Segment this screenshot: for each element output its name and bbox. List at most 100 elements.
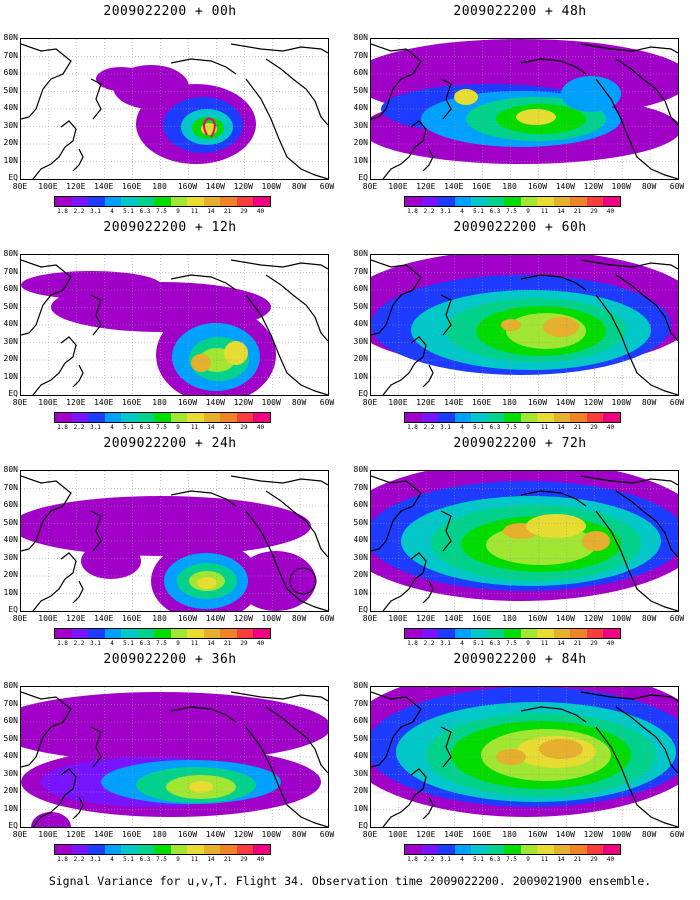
colorbar-swatch	[88, 413, 105, 422]
longitude-axis: 80E 100E 120E 140E 160E 180 160W 140W 120W 100W 80…	[363, 614, 686, 624]
longitude-label: 60W	[319, 182, 335, 191]
panel-title: 2009022200 + 24h	[103, 436, 237, 451]
colorbar-label: 21	[573, 640, 582, 647]
coastline	[170, 58, 237, 75]
longitude-label: 80E	[12, 830, 28, 839]
colorbar-swatch	[236, 413, 253, 422]
colorbar-swatch	[170, 845, 187, 854]
colorbar-swatch	[570, 845, 587, 854]
variance-contour	[96, 67, 146, 91]
coastline	[21, 691, 72, 768]
latitude-label: 10N	[3, 371, 18, 381]
panel-title: 2009022200 + 00h	[103, 4, 237, 19]
latitude-label: 70N	[353, 50, 368, 60]
coastline	[245, 726, 328, 827]
colorbar-swatch	[137, 413, 154, 422]
coastline	[245, 78, 328, 179]
colorbar-swatch	[203, 197, 220, 206]
colorbar-swatch	[253, 629, 270, 638]
colorbar-swatch	[586, 197, 603, 206]
variance-contour	[21, 496, 311, 556]
colorbar-swatch	[154, 845, 171, 854]
coastline	[440, 510, 452, 552]
colorbar-swatch	[586, 845, 603, 854]
latitude-label: 70N	[353, 698, 368, 708]
map-plot-area	[370, 254, 679, 396]
coastline	[440, 726, 452, 768]
variance-contour	[21, 692, 328, 762]
coastline	[371, 691, 422, 768]
colorbar-label: 3.1	[440, 856, 451, 863]
longitude-label: 140W	[205, 182, 225, 191]
latitude-label: 20N	[353, 138, 368, 147]
colorbar-label: 14	[557, 424, 565, 431]
longitude-label: 120E	[416, 614, 436, 623]
colorbar-label: 9	[176, 424, 180, 431]
latitude-label: 40N	[3, 319, 18, 328]
colorbar-swatch	[471, 413, 488, 422]
latitude-label: 80N	[353, 681, 368, 690]
colorbar-label: 14	[557, 640, 565, 647]
latitude-label: 60N	[3, 68, 18, 77]
variance-contour	[516, 109, 556, 125]
colorbar-swatch	[454, 845, 471, 854]
latitude-label: 30N	[3, 120, 18, 130]
coastline	[440, 78, 452, 120]
colorbar-labels: 1.8 2.2 3.1 4 5.1 6.3 7.5 9 11 14 21 29 40	[54, 424, 324, 432]
map-panel: 2009022200 + 12h 80N 70N 60N 50N 40N 30N 20N 10N…	[0, 216, 340, 441]
latitude-label: 40N	[353, 535, 368, 544]
variance-contour	[31, 812, 71, 827]
colorbar-swatch	[220, 413, 237, 422]
longitude-label: 180	[152, 614, 167, 623]
map-panel: 2009022200 + 60h 80N 70N 60N 50N 40N 30N 20N 10N…	[350, 216, 690, 441]
colorbar-label: 4	[460, 856, 464, 863]
longitude-label: 60W	[669, 830, 685, 839]
longitude-label: 140W	[205, 830, 225, 839]
colorbar-label: 21	[573, 208, 582, 215]
colorbar-swatch	[421, 413, 438, 422]
colorbar-label: 6.3	[489, 640, 501, 647]
coastline	[170, 706, 237, 723]
colorbar-swatch	[454, 629, 471, 638]
coastline	[595, 510, 678, 611]
longitude-label: 160E	[471, 398, 492, 407]
map-svg	[21, 39, 328, 179]
longitude-label: 160E	[471, 614, 492, 623]
colorbar-label: 1.8	[57, 424, 68, 431]
colorbar-labels: 1.8 2.2 3.1 4 5.1 6.3 7.5 9 11 14 21 29 40	[54, 208, 324, 216]
coastline	[90, 78, 102, 120]
longitude-label: 120W	[233, 398, 253, 407]
colorbar-label: 3.1	[440, 208, 451, 215]
latitude-label: 80N	[3, 465, 18, 474]
longitude-label: 80W	[291, 182, 307, 191]
colorbar-label: 14	[207, 856, 215, 863]
colorbar-swatch	[236, 197, 253, 206]
coastline	[580, 259, 678, 270]
coastline	[72, 364, 84, 388]
variance-contour	[189, 781, 213, 793]
latitude-label: 50N	[3, 85, 18, 95]
colorbar-label: 7.5	[506, 640, 517, 647]
latitude-label: EQ	[358, 605, 368, 614]
colorbar-label: 7.5	[156, 208, 167, 215]
longitude-label: 100E	[388, 398, 408, 407]
coastline	[520, 58, 587, 75]
colorbar-swatch	[438, 629, 455, 638]
variance-contour	[81, 543, 141, 579]
colorbar-swatch	[421, 197, 438, 206]
colorbar-swatch	[154, 197, 171, 206]
colorbar-label: 6.3	[489, 856, 501, 863]
colorbar-label: 9	[176, 856, 180, 863]
panel-title: 2009022200 + 48h	[453, 4, 587, 19]
longitude-label: 60W	[669, 398, 685, 407]
colorbar-swatch	[405, 413, 422, 422]
longitude-label: 60W	[319, 614, 335, 623]
colorbar-swatch	[121, 845, 138, 854]
longitude-label: 60W	[319, 398, 335, 407]
colorbar-swatch	[203, 845, 220, 854]
colorbar-label: 1.8	[407, 424, 418, 431]
colorbar-label: 40	[606, 640, 615, 647]
colorbar-swatch	[553, 413, 570, 422]
colorbar-swatch	[487, 197, 504, 206]
map-plot-area	[370, 470, 679, 612]
